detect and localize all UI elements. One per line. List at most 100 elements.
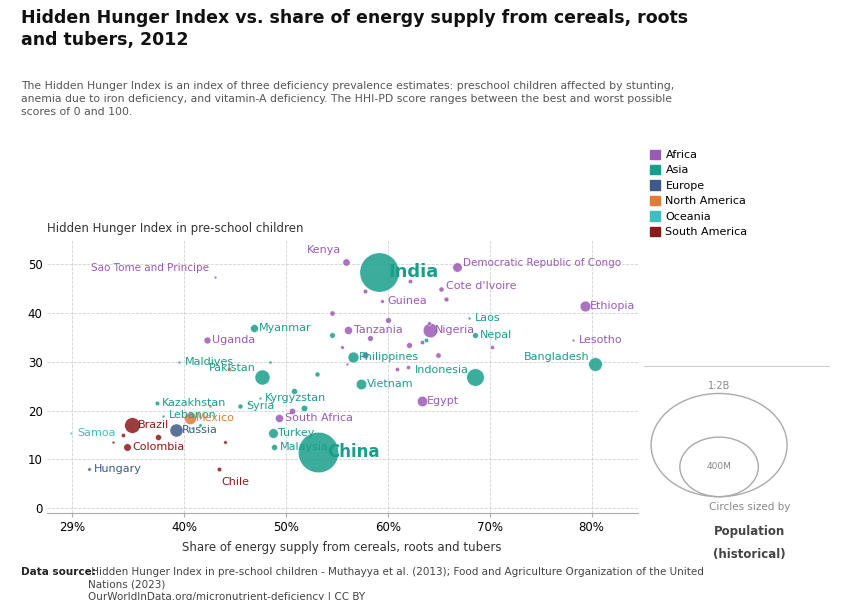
X-axis label: Share of energy supply from cereals, roots and tubers: Share of energy supply from cereals, roo…	[183, 541, 502, 554]
Text: China: China	[327, 443, 380, 461]
Point	[203, 401, 217, 410]
Point	[218, 437, 232, 447]
Point	[431, 350, 445, 359]
Text: Ethiopia: Ethiopia	[590, 301, 636, 311]
Point	[156, 410, 170, 420]
Point	[354, 379, 368, 389]
Point	[200, 335, 213, 345]
Text: Kenya: Kenya	[306, 245, 341, 255]
Point	[287, 386, 301, 396]
Point	[212, 464, 226, 474]
Point	[403, 340, 416, 350]
Text: Colombia: Colombia	[133, 442, 185, 452]
Text: Lebanon: Lebanon	[168, 410, 216, 421]
Point	[185, 423, 199, 433]
Text: Cote d'Ivoire: Cote d'Ivoire	[446, 281, 517, 291]
Text: 400M: 400M	[706, 463, 732, 472]
Point	[439, 293, 453, 303]
Point	[298, 403, 311, 413]
Point	[423, 325, 437, 335]
Text: Philippines: Philippines	[359, 352, 419, 362]
Point	[468, 330, 481, 340]
Point	[462, 313, 476, 323]
Point	[150, 398, 163, 408]
Point	[326, 308, 339, 318]
Point	[272, 413, 286, 423]
Point	[255, 371, 269, 382]
Text: Syria: Syria	[246, 401, 275, 411]
Point	[82, 464, 95, 474]
Point	[419, 335, 433, 345]
Point	[588, 359, 602, 369]
Point	[106, 437, 120, 447]
Point	[434, 284, 448, 293]
Point	[390, 364, 404, 374]
Point	[193, 421, 207, 430]
Point	[401, 362, 415, 371]
Point	[339, 257, 353, 267]
Text: Chile: Chile	[222, 478, 250, 487]
Text: Kyrgyzstan: Kyrgyzstan	[265, 394, 326, 403]
Point	[121, 442, 134, 452]
Text: Guinea: Guinea	[388, 296, 428, 306]
Text: Nepal: Nepal	[480, 330, 513, 340]
Text: Data source:: Data source:	[21, 567, 96, 577]
Text: The Hidden Hunger Index is an index of three deficiency prevalence estimates: pr: The Hidden Hunger Index is an index of t…	[21, 81, 675, 116]
Text: Lesotho: Lesotho	[579, 335, 622, 345]
Point	[342, 325, 355, 335]
Point	[65, 428, 78, 437]
Text: Hidden Hunger Index vs. share of energy supply from cereals, roots
and tubers, 2: Hidden Hunger Index vs. share of energy …	[21, 9, 688, 49]
Text: Samoa: Samoa	[76, 428, 116, 437]
Point	[375, 296, 388, 306]
Text: Our World: Our World	[720, 15, 779, 25]
Point	[267, 442, 280, 452]
Text: Bangladesh: Bangladesh	[524, 352, 589, 362]
Text: Maldives: Maldives	[184, 357, 234, 367]
Text: Uganda: Uganda	[212, 335, 256, 345]
Point	[242, 398, 256, 408]
Text: Russia: Russia	[182, 425, 218, 435]
Text: South Africa: South Africa	[285, 413, 353, 423]
Legend: Africa, Asia, Europe, North America, Oceania, South America: Africa, Asia, Europe, North America, Oce…	[650, 149, 747, 237]
Text: Indonesia: Indonesia	[415, 365, 469, 374]
Text: Pakistan: Pakistan	[209, 363, 256, 373]
Point	[347, 352, 360, 362]
Point	[422, 318, 435, 328]
Text: Kazakhstan: Kazakhstan	[162, 398, 227, 409]
Text: (historical): (historical)	[713, 548, 786, 561]
Point	[358, 350, 371, 359]
Point	[415, 338, 428, 347]
Point	[208, 272, 222, 281]
Point	[234, 401, 247, 410]
Point	[485, 343, 499, 352]
Point	[404, 277, 417, 286]
Point	[358, 286, 371, 296]
Point	[415, 396, 428, 406]
Text: Population: Population	[714, 525, 785, 538]
Text: India: India	[388, 263, 439, 281]
Point	[126, 421, 139, 430]
Text: Brazil: Brazil	[138, 420, 169, 430]
Text: Laos: Laos	[475, 313, 501, 323]
Point	[372, 267, 386, 277]
Point	[151, 433, 165, 442]
Point	[116, 430, 130, 440]
Text: 1:2B: 1:2B	[708, 381, 730, 391]
Text: in Data: in Data	[728, 33, 772, 43]
Text: Mexico: Mexico	[196, 413, 235, 423]
Point	[311, 447, 325, 457]
Point	[222, 364, 235, 374]
Text: Circles sized by: Circles sized by	[709, 502, 790, 512]
Point	[169, 425, 183, 435]
Point	[266, 428, 280, 437]
Point	[336, 343, 349, 352]
Text: Malaysia: Malaysia	[280, 442, 328, 452]
Text: Turkey: Turkey	[279, 428, 314, 437]
Point	[184, 413, 197, 423]
Point	[468, 371, 481, 382]
Text: Hungary: Hungary	[94, 464, 142, 474]
Text: Nigeria: Nigeria	[435, 325, 475, 335]
Text: Egypt: Egypt	[428, 396, 459, 406]
Text: Hidden Hunger Index in pre-school children: Hidden Hunger Index in pre-school childr…	[47, 222, 303, 235]
Point	[340, 359, 354, 369]
